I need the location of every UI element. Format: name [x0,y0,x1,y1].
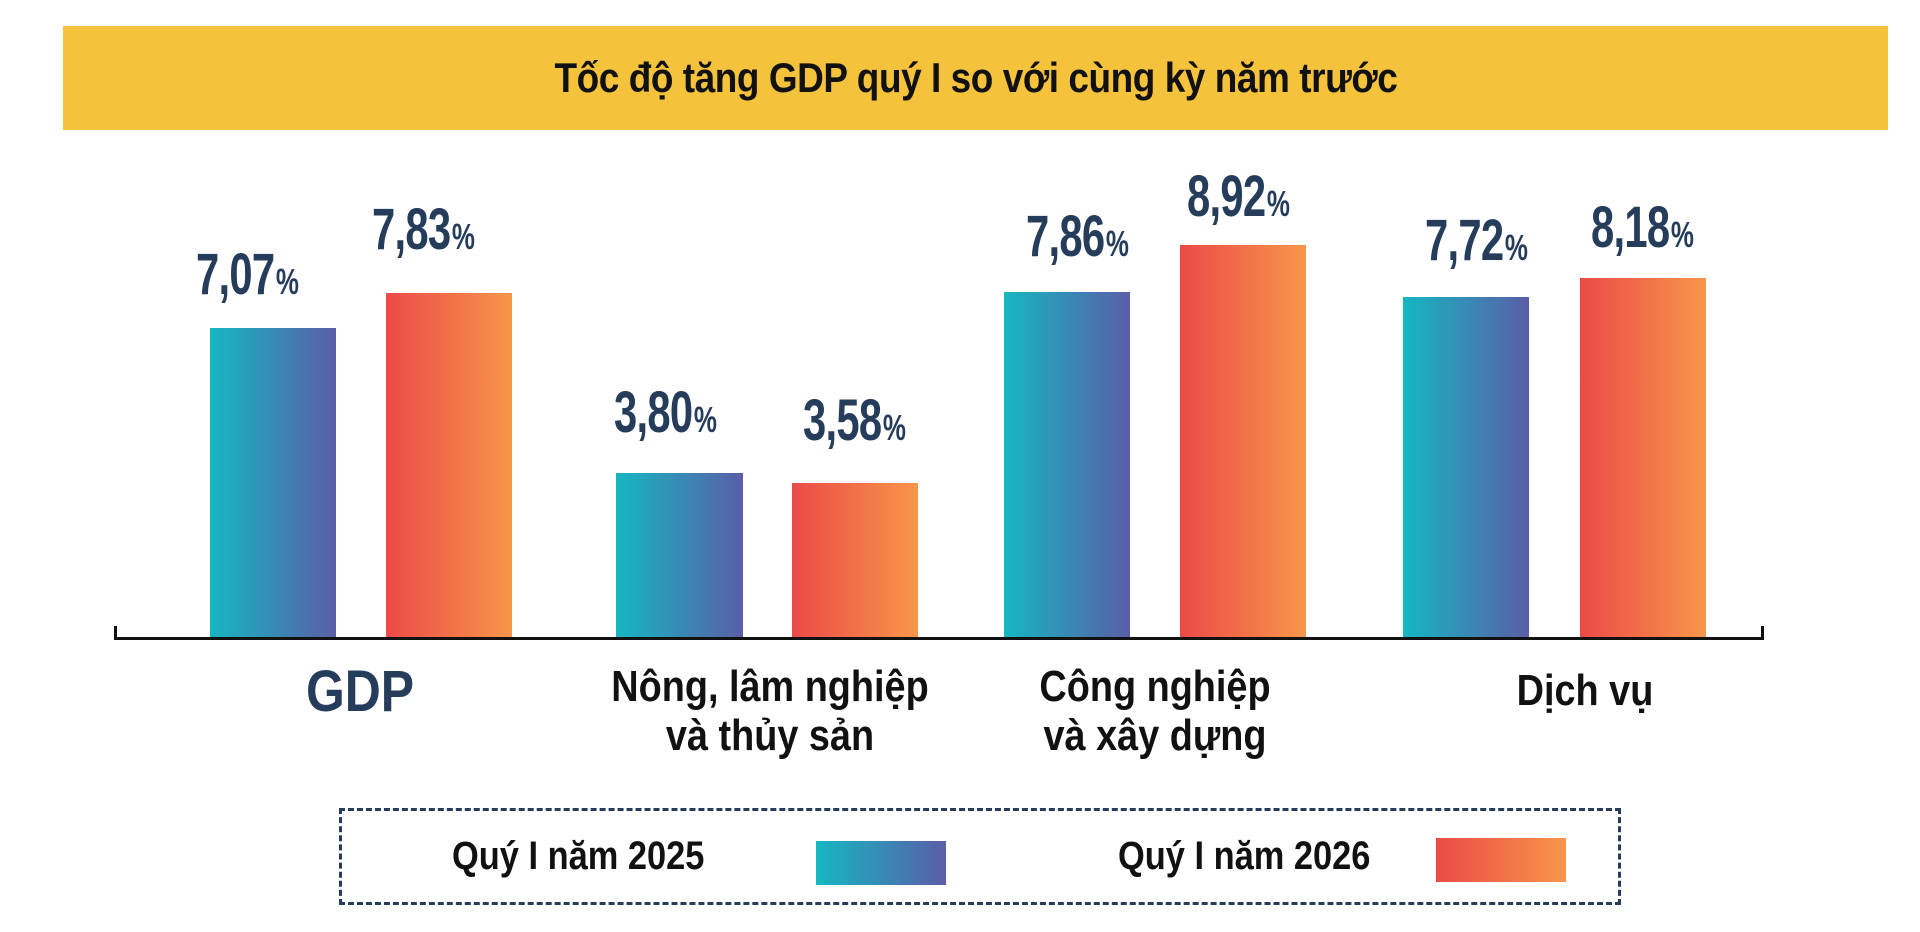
bar-agriculture-2025 [616,473,743,637]
category-label-agriculture: Nông, lâm nghiệp và thủy sản [611,662,929,761]
bar-agriculture-2026 [792,483,918,637]
value-label-services-2025: 7,72% [1425,208,1528,273]
legend-item-2025: Quý I năm 2025 [452,811,745,902]
value-label-industry-2026: 8,92% [1187,164,1290,229]
value-label-gdp-2025: 7,07% [196,242,299,307]
bar-industry-2026 [1180,245,1306,637]
bar-industry-2025 [1004,292,1130,637]
legend: Quý I năm 2025 Quý I năm 2026 [339,808,1621,905]
x-axis-line [114,637,1764,640]
value-label-agriculture-2025: 3,80% [614,380,717,445]
value-label-industry-2025: 7,86% [1026,204,1129,269]
legend-label-2025: Quý I năm 2025 [452,834,705,878]
chart-title: Tốc độ tăng GDP quý I so với cùng kỳ năm… [554,54,1397,101]
category-label-gdp: GDP [305,659,415,724]
bar-gdp-2026 [386,293,512,637]
title-banner: Tốc độ tăng GDP quý I so với cùng kỳ năm… [63,26,1888,130]
category-label-industry: Công nghiệp và xây dựng [1039,662,1271,761]
value-label-gdp-2026: 7,83% [372,197,475,262]
bar-services-2026 [1580,278,1706,637]
legend-item-2026: Quý I năm 2026 [1118,811,1411,902]
value-label-agriculture-2026: 3,58% [803,388,906,453]
x-axis-right-tick [1761,626,1764,640]
legend-swatch-2026 [1436,838,1566,882]
legend-swatch-2025 [816,841,946,885]
value-label-services-2026: 8,18% [1591,195,1694,260]
bar-services-2025 [1403,297,1529,637]
legend-label-2026: Quý I năm 2026 [1118,834,1371,878]
x-axis-left-tick [114,626,117,640]
bar-gdp-2025 [210,328,336,637]
category-label-services: Dịch vụ [1516,666,1654,715]
